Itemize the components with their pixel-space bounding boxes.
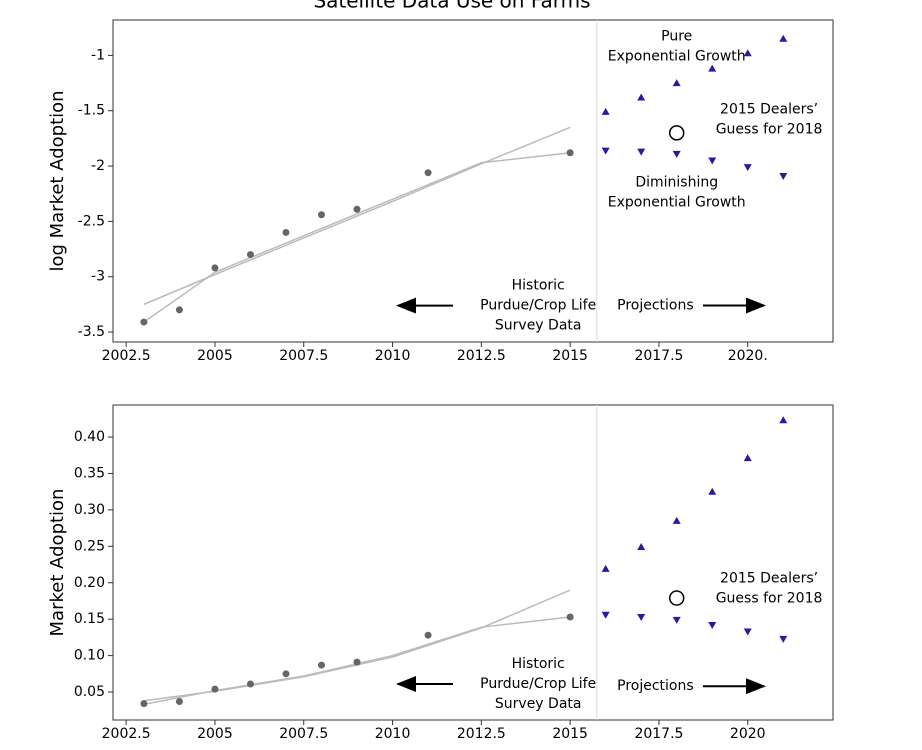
guess-point [668, 590, 685, 606]
x-tick-label: 2005 [197, 726, 233, 742]
annotation: Survey Data [495, 318, 582, 334]
projection-down [708, 157, 717, 165]
y-tick-label: -3 [91, 269, 105, 285]
data-point [282, 670, 290, 678]
y-tick-label: -2.5 [78, 213, 105, 229]
data-point [175, 306, 183, 314]
x-tick-label: 2007.5 [279, 348, 328, 364]
y-tick-label: 0.40 [74, 429, 105, 445]
guess-point [668, 125, 685, 141]
y-axis-label: Market Adoption [47, 489, 68, 637]
annotation: Purdue/Crop Life [480, 676, 596, 692]
annotation: Guess for 2018 [716, 590, 823, 606]
projection-down [637, 148, 646, 156]
annotation: Survey Data [495, 696, 582, 712]
projection-down [779, 173, 788, 181]
data-point [140, 700, 148, 708]
fit-line [143, 152, 571, 323]
annotation: Guess for 2018 [716, 122, 823, 138]
fit-line [143, 126, 571, 306]
data-point [211, 264, 219, 272]
data-point [424, 631, 432, 639]
x-tick-label: 2005 [197, 348, 233, 364]
annotation: Projections [617, 297, 694, 313]
annotation: Purdue/Crop Life [480, 298, 596, 314]
y-tick-label: -1 [91, 47, 105, 63]
annotation: Pure [661, 29, 692, 45]
annotation: Historic [512, 656, 565, 672]
projection-up [601, 564, 610, 572]
projection-up [779, 416, 788, 424]
x-tick-label: 2012.5 [457, 348, 506, 364]
annotation: Historic [512, 278, 565, 294]
data-point [282, 228, 290, 236]
projection-up [637, 543, 646, 551]
projection-up [601, 107, 610, 115]
x-tick-label: 2015 [552, 348, 588, 364]
projection-up [743, 49, 752, 57]
y-tick-label: 0.10 [74, 648, 105, 664]
projection-up [743, 454, 752, 462]
x-tick-label: 2002.5 [102, 726, 151, 742]
x-tick-label: 2010 [375, 726, 411, 742]
data-point [211, 685, 219, 693]
projection-up [779, 34, 788, 42]
projection-down [743, 628, 752, 636]
y-tick-label: 0.35 [74, 465, 105, 481]
data-point [318, 661, 326, 669]
x-tick-label: 2002.5 [102, 348, 151, 364]
projection-down [637, 613, 646, 621]
chart-title: Satellite Data Use on Farms [313, 0, 590, 13]
fit-line [143, 616, 571, 706]
data-point [246, 680, 254, 688]
plot-frame [112, 404, 834, 721]
y-tick-label: 0.30 [74, 502, 105, 518]
x-tick-label: 2010 [375, 348, 411, 364]
data-point [424, 169, 432, 177]
x-tick-label: 2020 [730, 726, 766, 742]
projection-up [672, 79, 681, 87]
y-tick-label: 0.20 [74, 575, 105, 591]
x-tick-label: 2017.5 [634, 726, 683, 742]
x-tick-label: 2015 [552, 726, 588, 742]
projection-down [672, 616, 681, 624]
projection-down [601, 147, 610, 155]
projection-up [708, 487, 717, 495]
y-axis-label: log Market Adoption [47, 90, 68, 271]
data-point [566, 613, 574, 621]
projection-down [779, 635, 788, 643]
y-tick-label: 0.25 [74, 538, 105, 554]
projection-down [672, 150, 681, 158]
data-point [353, 658, 361, 666]
x-tick-label: 2017.5 [634, 348, 683, 364]
data-point [175, 697, 183, 705]
x-tick-label: 2012.5 [457, 726, 506, 742]
annotation: Diminishing [635, 175, 718, 191]
plot-frame [112, 19, 834, 343]
data-point [246, 251, 254, 259]
annotation: 2015 Dealers’ [720, 102, 818, 118]
annotation: Exponential Growth [608, 49, 746, 65]
annotation: Exponential Growth [608, 195, 746, 211]
data-point [353, 205, 361, 213]
y-tick-label: 0.05 [74, 684, 105, 700]
y-tick-label: 0.15 [74, 611, 105, 627]
x-tick-label: 2020. [728, 348, 768, 364]
projection-up [708, 64, 717, 72]
y-tick-label: -1.5 [78, 103, 105, 119]
projection-down [743, 164, 752, 172]
data-point [318, 211, 326, 219]
annotation: 2015 Dealers’ [720, 570, 818, 586]
projection-down [601, 611, 610, 619]
y-tick-label: -2 [91, 158, 105, 174]
projection-up [672, 516, 681, 524]
data-point [566, 149, 574, 157]
data-point [140, 318, 148, 326]
y-tick-label: -3.5 [78, 324, 105, 340]
projection-up [637, 93, 646, 101]
x-tick-label: 2007.5 [279, 726, 328, 742]
projection-down [708, 622, 717, 630]
annotation: Projections [617, 678, 694, 694]
